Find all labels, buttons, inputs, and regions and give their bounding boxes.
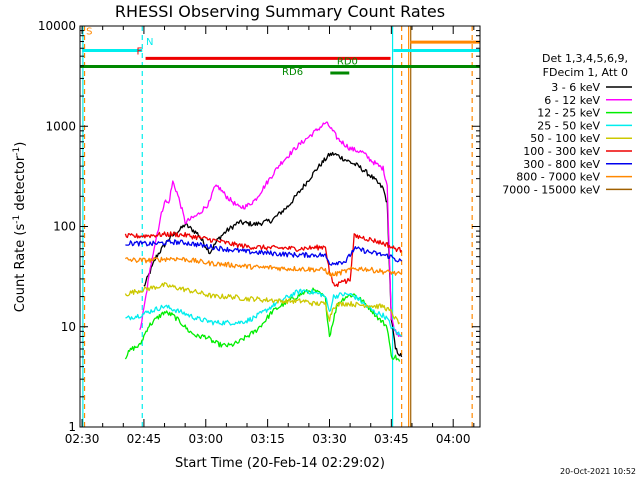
y-axis-title-sup-1: -1 — [12, 215, 22, 224]
series-line-2 — [124, 287, 401, 362]
series-line-0 — [143, 151, 403, 358]
x-tick-label-0: 02:30 — [65, 432, 100, 446]
x-tick-label-3: 03:15 — [250, 432, 285, 446]
y-axis-title-end: ) — [13, 142, 28, 147]
series-line-7 — [124, 256, 403, 278]
legend-label-5: 100 - 300 keV — [523, 145, 600, 158]
legend-label-3: 25 - 50 keV — [537, 119, 600, 132]
y-tick-label-1: 10 — [61, 320, 76, 334]
legend: Det 1,3,4,5,6,9, FDecim 1, Att 0 3 - 6 k… — [502, 52, 632, 196]
series-line-6 — [125, 239, 403, 266]
x-tick-label-6: 04:00 — [436, 432, 471, 446]
flag-bars: S NF RD0 RD6 — [80, 27, 480, 78]
y-tick-label-0: 1 — [68, 420, 76, 434]
y-axis-title-mid: detector — [13, 155, 28, 215]
flag-label-f: F — [136, 46, 142, 57]
y-tick-label-2: 100 — [53, 220, 76, 234]
legend-label-1: 6 - 12 keV — [544, 94, 600, 107]
flag-label-s: S — [86, 27, 92, 38]
legend-label-0: 3 - 6 keV — [551, 81, 600, 94]
legend-header-line-1: Det 1,3,4,5,6,9, — [542, 52, 628, 65]
y-axis-title-sup-2: -1 — [12, 147, 22, 156]
legend-label-8: 7000 - 15000 keV — [502, 183, 600, 196]
legend-label-4: 50 - 100 keV — [530, 132, 600, 145]
footer-timestamp: 20-Oct-2021 10:52 — [560, 467, 636, 476]
y-axis-title: Count Rate (s-1 detector-1) — [12, 142, 28, 313]
legend-header-line-2: FDecim 1, Att 0 — [543, 66, 628, 79]
x-tick-label-4: 03:30 — [312, 432, 347, 446]
series-line-3 — [125, 288, 403, 337]
chart-title: RHESSI Observing Summary Count Rates — [115, 2, 445, 21]
series-line-4 — [124, 282, 401, 325]
flag-label-rd6: RD6 — [282, 67, 303, 78]
y-tick-label-4: 10000 — [38, 19, 76, 33]
legend-label-2: 12 - 25 keV — [537, 107, 600, 120]
x-tick-label-2: 03:00 — [188, 432, 223, 446]
series-line-5 — [124, 231, 403, 288]
legend-label-7: 800 - 7000 keV — [516, 171, 600, 184]
series-lines — [124, 121, 403, 362]
series-line-1 — [139, 121, 402, 338]
y-tick-label-3: 1000 — [45, 119, 76, 133]
x-axis-title: Start Time (20-Feb-14 02:29:02) — [175, 456, 385, 471]
legend-label-6: 300 - 800 keV — [523, 158, 600, 171]
plot-area: S NF RD0 RD6 02:30 02:45 03:00 03:15 03:30 03:45… — [38, 19, 481, 446]
axis-ticks: 02:30 02:45 03:00 03:15 03:30 03:45 04:00 1 10 10… — [38, 19, 480, 446]
x-tick-label-5: 03:45 — [374, 432, 409, 446]
flag-label-n: N — [146, 37, 153, 48]
x-tick-label-1: 02:45 — [127, 432, 162, 446]
y-axis-title-main: Count Rate (s — [13, 224, 28, 313]
flag-label-rd0: RD0 — [337, 56, 358, 67]
